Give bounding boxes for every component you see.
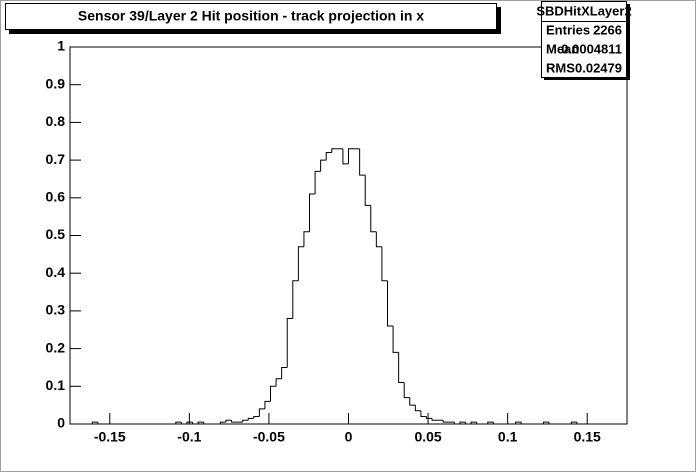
stats-shadow [544, 78, 630, 80]
histogram-bin [548, 422, 555, 425]
stats-label: Entries [546, 22, 590, 37]
y-tick-label: 0.8 [46, 113, 66, 129]
histogram-bin [414, 405, 421, 412]
y-tick-label: 0.3 [46, 302, 66, 318]
stats-shadow [627, 4, 630, 80]
histogram-bin [520, 422, 527, 425]
histogram-bin [476, 422, 483, 425]
histogram-bin [231, 420, 238, 423]
histogram-bin [453, 422, 460, 425]
stats-frame [541, 1, 627, 78]
histogram-bin [180, 422, 187, 425]
x-tick-label: 0.1 [498, 429, 518, 445]
histogram-bin [464, 422, 472, 425]
histogram-bin [292, 280, 299, 319]
histogram-bin [203, 422, 210, 425]
stats-label: Mean [546, 41, 579, 56]
histogram-bin [258, 408, 265, 417]
plot-frame [69, 46, 628, 425]
x-tick-label: -0.05 [253, 429, 285, 445]
histogram-bin [320, 159, 327, 172]
chart-title: Sensor 39/Layer 2 Hit position - track p… [78, 8, 424, 24]
histogram-bin [431, 418, 438, 421]
title-box [5, 3, 497, 30]
x-tick-label: 0 [345, 429, 353, 445]
histogram-bin [375, 231, 382, 248]
histogram-bin [364, 175, 371, 206]
histogram-bin [270, 385, 277, 402]
x-tick-label: 0.05 [414, 429, 441, 445]
histogram-bin [97, 422, 104, 425]
y-tick-label: 0.2 [46, 339, 66, 355]
histogram-bin [409, 397, 416, 406]
histogram-bin [242, 419, 249, 423]
histogram-bin [91, 421, 98, 424]
y-tick-label: 0.4 [46, 264, 66, 280]
histogram-bin [309, 193, 316, 232]
histogram-bin [542, 421, 550, 424]
histogram-bin [247, 417, 254, 421]
stats-value: 0.02479 [575, 60, 622, 75]
histogram-bin [425, 416, 433, 419]
y-tick-label: 0.7 [46, 151, 66, 167]
histogram-bin [370, 205, 377, 233]
histogram-bin [398, 352, 405, 384]
histogram-bin [225, 419, 232, 423]
histogram-bin [253, 415, 260, 419]
histogram-bin [348, 148, 355, 164]
histogram-bin [459, 421, 466, 424]
y-tick-label: 1 [57, 38, 65, 54]
histogram-bin [197, 421, 204, 424]
y-tick-label: 0.6 [46, 189, 66, 205]
histogram-bin [403, 382, 410, 399]
x-tick-label: -0.1 [177, 429, 201, 445]
histogram-bin [386, 280, 394, 327]
histogram-bin [303, 231, 310, 247]
histogram-bin [175, 421, 182, 424]
histogram-bin [297, 246, 304, 281]
histogram-bin [275, 378, 282, 387]
histogram-bin [392, 325, 399, 353]
histogram-bin [420, 410, 427, 417]
x-tick-label: 0.15 [574, 429, 601, 445]
x-tick-label: -0.15 [94, 429, 126, 445]
histogram-bin [359, 148, 366, 176]
histogram-bin [314, 170, 321, 195]
histogram-bin [342, 148, 349, 165]
histogram-bin [325, 152, 332, 161]
histogram-bin [281, 366, 288, 379]
stats-name: SBDHitXLayer2 [536, 3, 631, 18]
histogram-bin [331, 148, 338, 153]
histogram-bin [470, 421, 477, 424]
histogram-bin [442, 420, 449, 423]
histogram-bin [192, 422, 199, 425]
histogram-bin [515, 421, 522, 424]
histogram-bin [487, 421, 494, 424]
histogram-bin [576, 422, 583, 425]
histogram-bin [286, 317, 293, 368]
y-tick-label: 0.9 [46, 75, 66, 91]
stats-value: 2266 [593, 22, 622, 37]
histogram-bin [492, 422, 499, 425]
histogram-bin [570, 421, 577, 424]
histogram-bin [381, 246, 388, 282]
histogram-bin [264, 400, 271, 409]
histogram-bin [186, 421, 193, 424]
y-tick-label: 0.5 [46, 226, 66, 242]
stats-value: 0.0004811 [561, 41, 622, 56]
histogram-bin [219, 421, 226, 424]
stats-label: RMS [546, 60, 575, 75]
y-tick-label: 0 [57, 415, 65, 431]
y-tick-label: 0.1 [46, 377, 66, 393]
